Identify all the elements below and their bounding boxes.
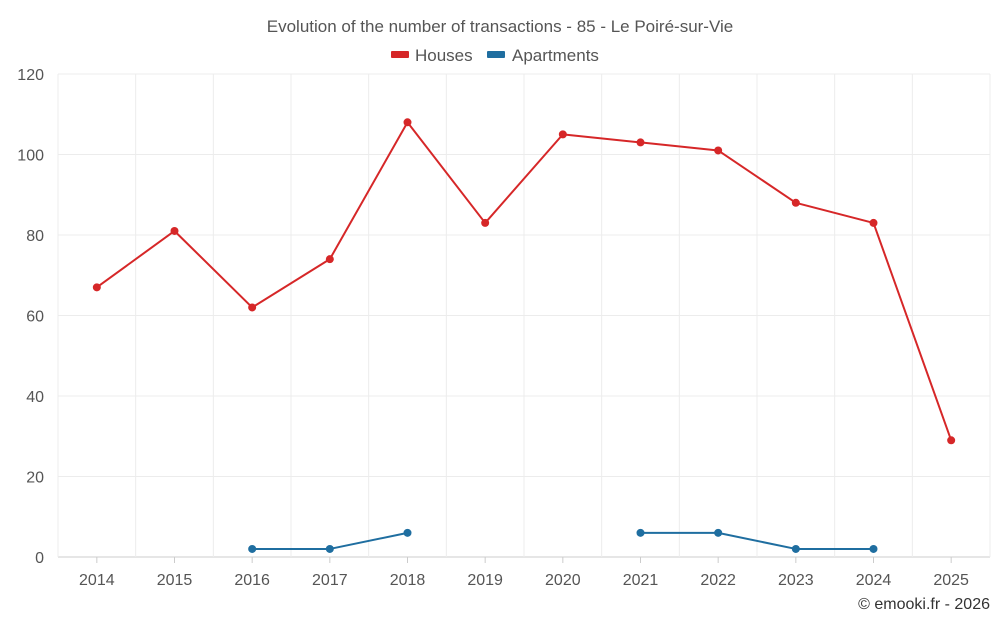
y-tick-label: 120 [17, 67, 44, 84]
data-point-houses[interactable] [170, 226, 179, 235]
legend-label-apartments: Apartments [512, 46, 599, 65]
x-tick-label: 2020 [545, 572, 581, 589]
y-tick-label: 20 [26, 470, 44, 487]
data-point-apartments[interactable] [869, 544, 878, 553]
x-tick-label: 2016 [234, 572, 270, 589]
legend-item-houses[interactable]: Houses [391, 46, 473, 65]
data-point-houses[interactable] [325, 255, 334, 264]
series-line-apartments [640, 531, 874, 550]
x-tick-label: 2021 [623, 572, 659, 589]
y-tick-label: 40 [26, 389, 44, 406]
y-tick-label: 80 [26, 228, 44, 245]
data-point-houses[interactable] [481, 218, 490, 227]
data-point-houses[interactable] [92, 283, 101, 292]
legend-swatch-apartments [487, 51, 505, 58]
series-houses [92, 118, 956, 445]
legend-item-apartments[interactable]: Apartments [487, 46, 599, 65]
legend-swatch-houses [391, 51, 409, 58]
y-tick-label: 60 [26, 309, 44, 326]
legend: Houses Apartments [391, 46, 599, 65]
data-point-apartments[interactable] [403, 528, 412, 537]
x-tick-label: 2018 [390, 572, 426, 589]
data-point-houses[interactable] [947, 436, 956, 445]
data-point-houses[interactable] [403, 118, 412, 127]
data-point-houses[interactable] [714, 146, 723, 155]
data-point-houses[interactable] [248, 303, 257, 312]
data-point-houses[interactable] [636, 138, 645, 147]
x-tick-label: 2025 [933, 572, 969, 589]
data-point-apartments[interactable] [791, 544, 800, 553]
chart-title: Evolution of the number of transactions … [267, 17, 733, 36]
series-layer [92, 118, 956, 553]
x-tick-label: 2022 [700, 572, 736, 589]
x-tick-label: 2019 [467, 572, 503, 589]
grid [57, 73, 991, 558]
series-apartments [248, 528, 878, 553]
data-point-apartments[interactable] [636, 528, 645, 537]
x-tick-label: 2014 [79, 572, 115, 589]
x-tick-label: 2015 [157, 572, 193, 589]
data-point-houses[interactable] [869, 218, 878, 227]
x-tick-label: 2017 [312, 572, 348, 589]
y-axis-ticks: 0 20 40 60 80 100 120 [17, 67, 44, 567]
credit-text: © emooki.fr - 2026 [858, 596, 990, 613]
data-point-apartments[interactable] [248, 544, 257, 553]
data-point-apartments[interactable] [325, 544, 334, 553]
data-point-apartments[interactable] [714, 528, 723, 537]
x-axis-ticks: 2014 2015 2016 2017 2018 2019 2020 2021 2022 2023… [79, 557, 969, 589]
data-point-houses[interactable] [791, 198, 800, 207]
y-tick-label: 0 [35, 550, 44, 567]
y-tick-label: 100 [17, 148, 44, 165]
x-tick-label: 2023 [778, 572, 814, 589]
series-line-houses [96, 121, 953, 441]
legend-label-houses: Houses [415, 46, 473, 65]
data-point-houses[interactable] [558, 130, 567, 139]
x-tick-label: 2024 [856, 572, 892, 589]
